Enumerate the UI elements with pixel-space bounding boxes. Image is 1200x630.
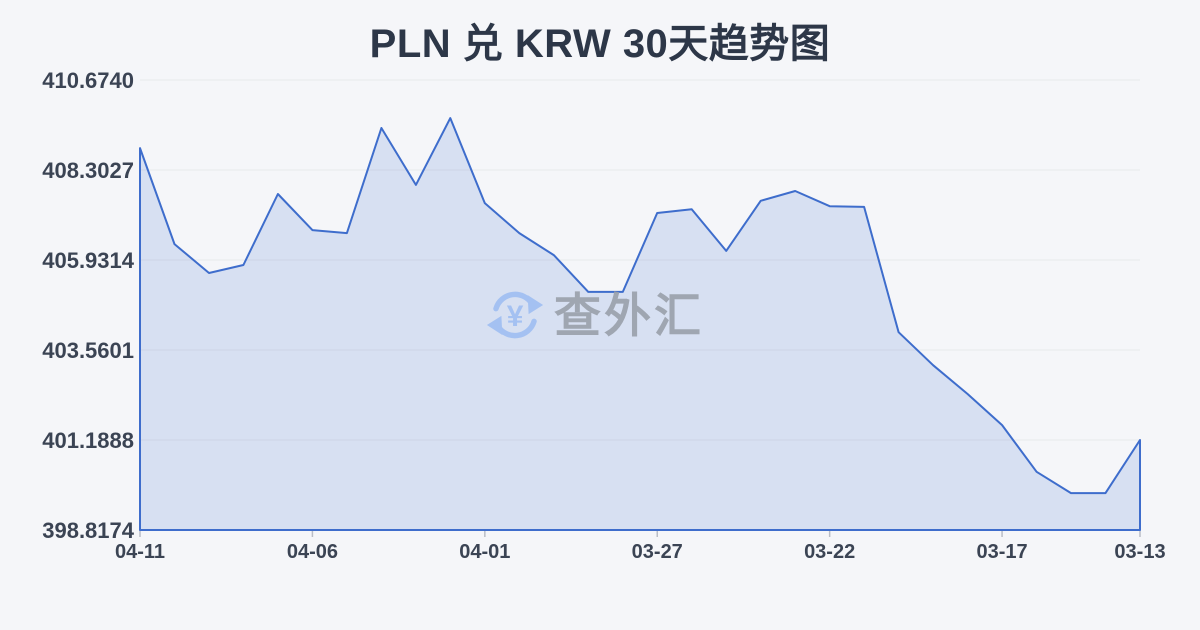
y-axis-label: 408.3027 xyxy=(42,158,134,183)
y-axis-label: 403.5601 xyxy=(42,338,134,363)
x-axis-label: 03-13 xyxy=(1114,541,1165,563)
y-axis-label: 401.1888 xyxy=(42,428,134,453)
x-axis-label: 04-06 xyxy=(287,541,338,563)
y-axis-label: 398.8174 xyxy=(42,518,135,543)
chart-title: PLN 兑 KRW 30天趋势图 xyxy=(369,22,831,66)
x-axis-label: 04-01 xyxy=(459,541,510,563)
x-axis-label: 03-17 xyxy=(976,541,1027,563)
y-axis-label: 410.6740 xyxy=(42,68,134,93)
x-axis-label: 03-22 xyxy=(804,541,855,563)
x-axis-label: 03-27 xyxy=(632,541,683,563)
price-area-series xyxy=(139,117,1141,531)
x-axis-label: 04-11 xyxy=(115,541,165,563)
y-axis-label: 405.9314 xyxy=(42,248,135,273)
